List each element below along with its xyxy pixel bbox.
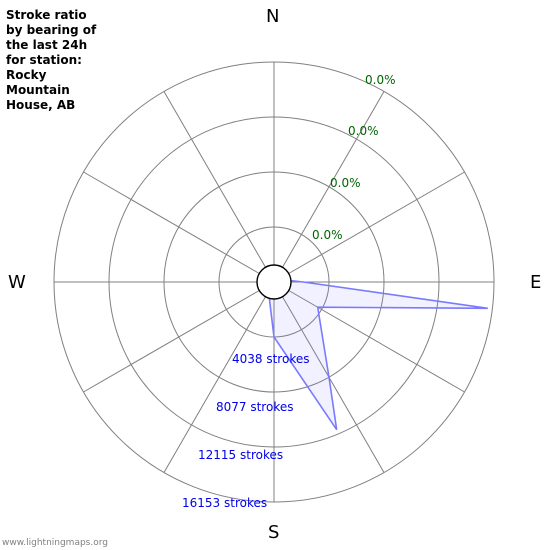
compass-e: E (530, 272, 541, 293)
stroke-count-label: 4038 strokes (232, 352, 309, 366)
ratio-label: 0.0% (348, 124, 379, 138)
grid-spoke (164, 91, 266, 267)
grid-spoke (83, 172, 259, 274)
ratio-label: 0.0% (365, 73, 396, 87)
compass-n: N (266, 6, 279, 27)
grid-spoke (164, 297, 266, 473)
stroke-count-label: 8077 strokes (216, 400, 293, 414)
grid-spoke (83, 291, 259, 393)
ratio-label: 0.0% (330, 176, 361, 190)
polar-chart (0, 0, 550, 550)
attribution-text: www.lightningmaps.org (2, 538, 108, 548)
compass-w: W (8, 272, 26, 293)
grid-spoke (289, 172, 465, 274)
center-circle (257, 265, 291, 299)
ratio-label: 0.0% (312, 228, 343, 242)
stroke-count-label: 12115 strokes (198, 448, 283, 462)
stroke-count-label: 16153 strokes (182, 496, 267, 510)
compass-s: S (268, 522, 279, 543)
